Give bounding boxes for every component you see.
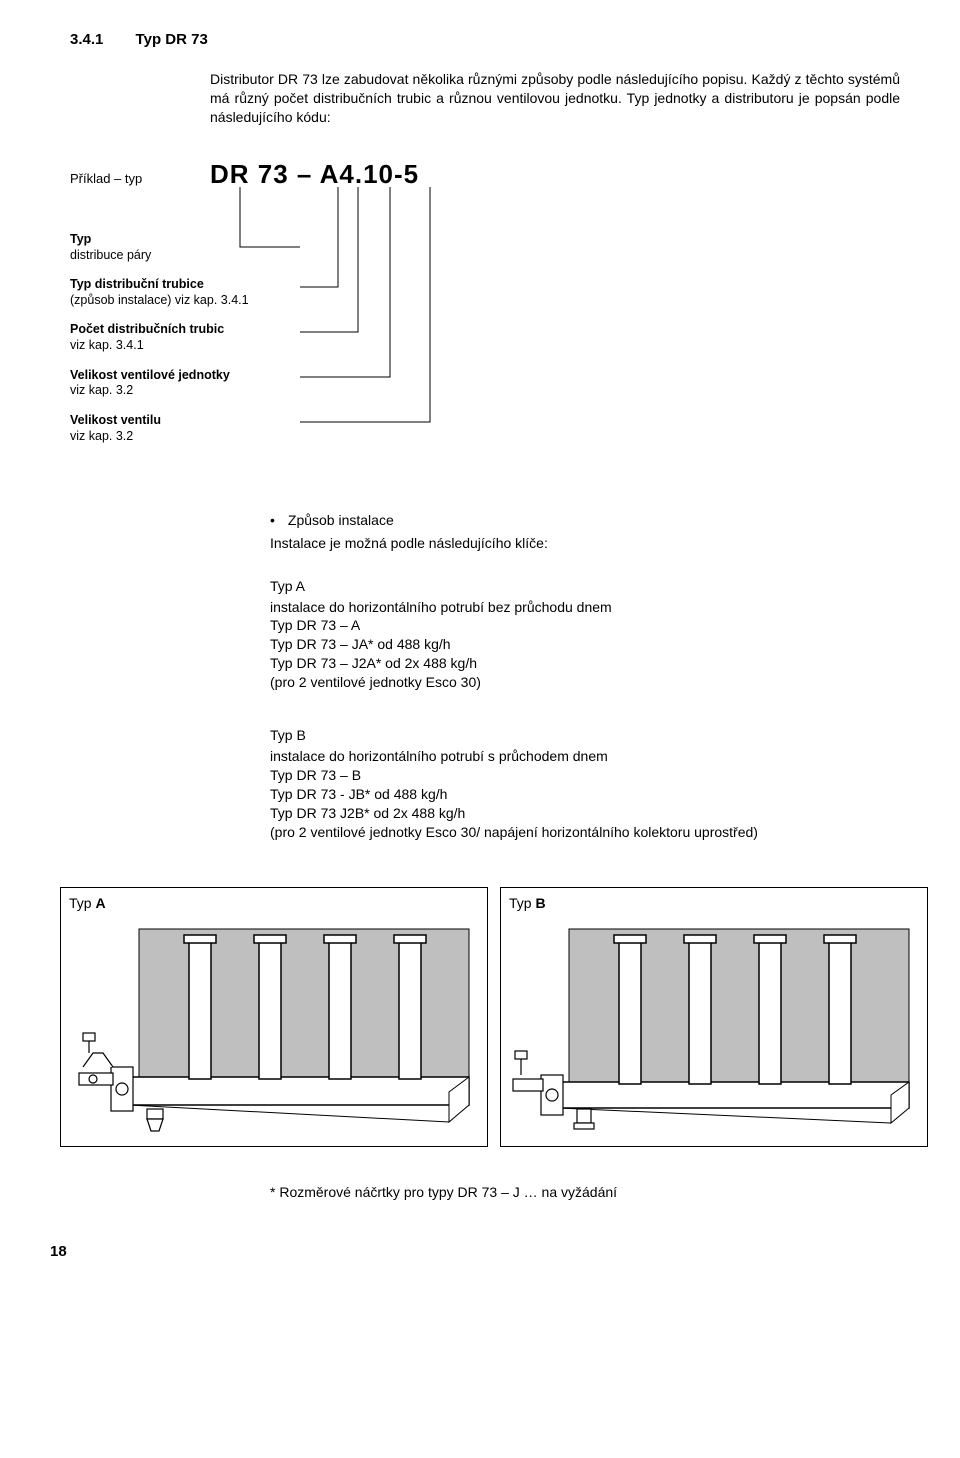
type-a-line5: (pro 2 ventilové jednotky Esco 30) [270,673,880,692]
code-def-5-title: Velikost ventilu [70,413,310,429]
install-bullet-text: Způsob instalace [288,512,394,528]
code-def-4: Velikost ventilové jednotky viz kap. 3.2 [70,368,310,399]
code-row: Příklad – typ DR 73 – A4.10-5 [70,157,419,192]
section-number: 3.4.1 [70,30,103,50]
diagram-b: Typ B [500,887,928,1147]
type-a-line4: Typ DR 73 – J2A* od 2x 488 kg/h [270,654,880,673]
code-def-2: Typ distribuční trubice (způsob instalac… [70,277,310,308]
installation-section: • Způsob instalace Instalace je možná po… [270,511,880,841]
code-def-3-title: Počet distribučních trubic [70,322,310,338]
diagram-a: Typ Typ AA [60,887,488,1147]
diagram-a-title: Typ Typ AA [69,894,479,913]
diagram-b-title: Typ B [509,894,919,913]
install-subtext: Instalace je možná podle následujícího k… [270,534,880,553]
intro-paragraph: Distributor DR 73 lze zabudovat několika… [210,70,900,127]
type-a-line3: Typ DR 73 – JA* od 488 kg/h [270,635,880,654]
type-b-line2: Typ DR 73 – B [270,766,880,785]
diagram-a-svg [69,917,479,1142]
code-value: DR 73 – A4.10-5 [210,157,419,192]
code-def-1-sub: distribuce páry [70,248,151,262]
code-def-2-sub: (způsob instalace) viz kap. 3.4.1 [70,293,249,307]
code-label: Příklad – typ [70,170,210,188]
section-heading: 3.4.1 Typ DR 73 [70,30,910,50]
diagrams-row: Typ Typ AA [60,887,910,1147]
code-def-2-title: Typ distribuční trubice [70,277,310,293]
install-bullet: • Způsob instalace [270,511,880,530]
code-def-1: Typ distribuce páry [70,232,310,263]
type-b-line1: instalace do horizontálního potrubí s pr… [270,747,880,766]
page-number: 18 [50,1242,910,1262]
code-definitions: Typ distribuce páry Typ distribuční trub… [70,232,310,458]
type-a-title: Typ A [270,577,880,596]
bullet-icon: • [270,511,284,530]
code-def-5: Velikost ventilu viz kap. 3.2 [70,413,310,444]
type-b-line3: Typ DR 73 - JB* od 488 kg/h [270,785,880,804]
code-breakdown: Příklad – typ DR 73 – A4.10-5 Typ distri… [70,157,910,497]
type-b-line4: Typ DR 73 J2B* od 2x 488 kg/h [270,804,880,823]
code-def-4-sub: viz kap. 3.2 [70,383,133,397]
code-def-4-title: Velikost ventilové jednotky [70,368,310,384]
type-a-block: Typ A instalace do horizontálního potrub… [270,577,880,692]
code-def-3: Počet distribučních trubic viz kap. 3.4.… [70,322,310,353]
type-a-line1: instalace do horizontálního potrubí bez … [270,598,880,617]
type-b-line5: (pro 2 ventilové jednotky Esco 30/ napáj… [270,823,880,842]
type-b-title: Typ B [270,726,880,745]
diagram-b-svg [509,917,919,1142]
type-b-block: Typ B instalace do horizontálního potrub… [270,726,880,841]
code-def-5-sub: viz kap. 3.2 [70,429,133,443]
type-a-line2: Typ DR 73 – A [270,616,880,635]
footnote: * Rozměrové náčrtky pro typy DR 73 – J …… [270,1183,910,1202]
code-def-3-sub: viz kap. 3.4.1 [70,338,144,352]
code-def-1-title: Typ [70,232,310,248]
section-title: Typ DR 73 [136,31,208,48]
